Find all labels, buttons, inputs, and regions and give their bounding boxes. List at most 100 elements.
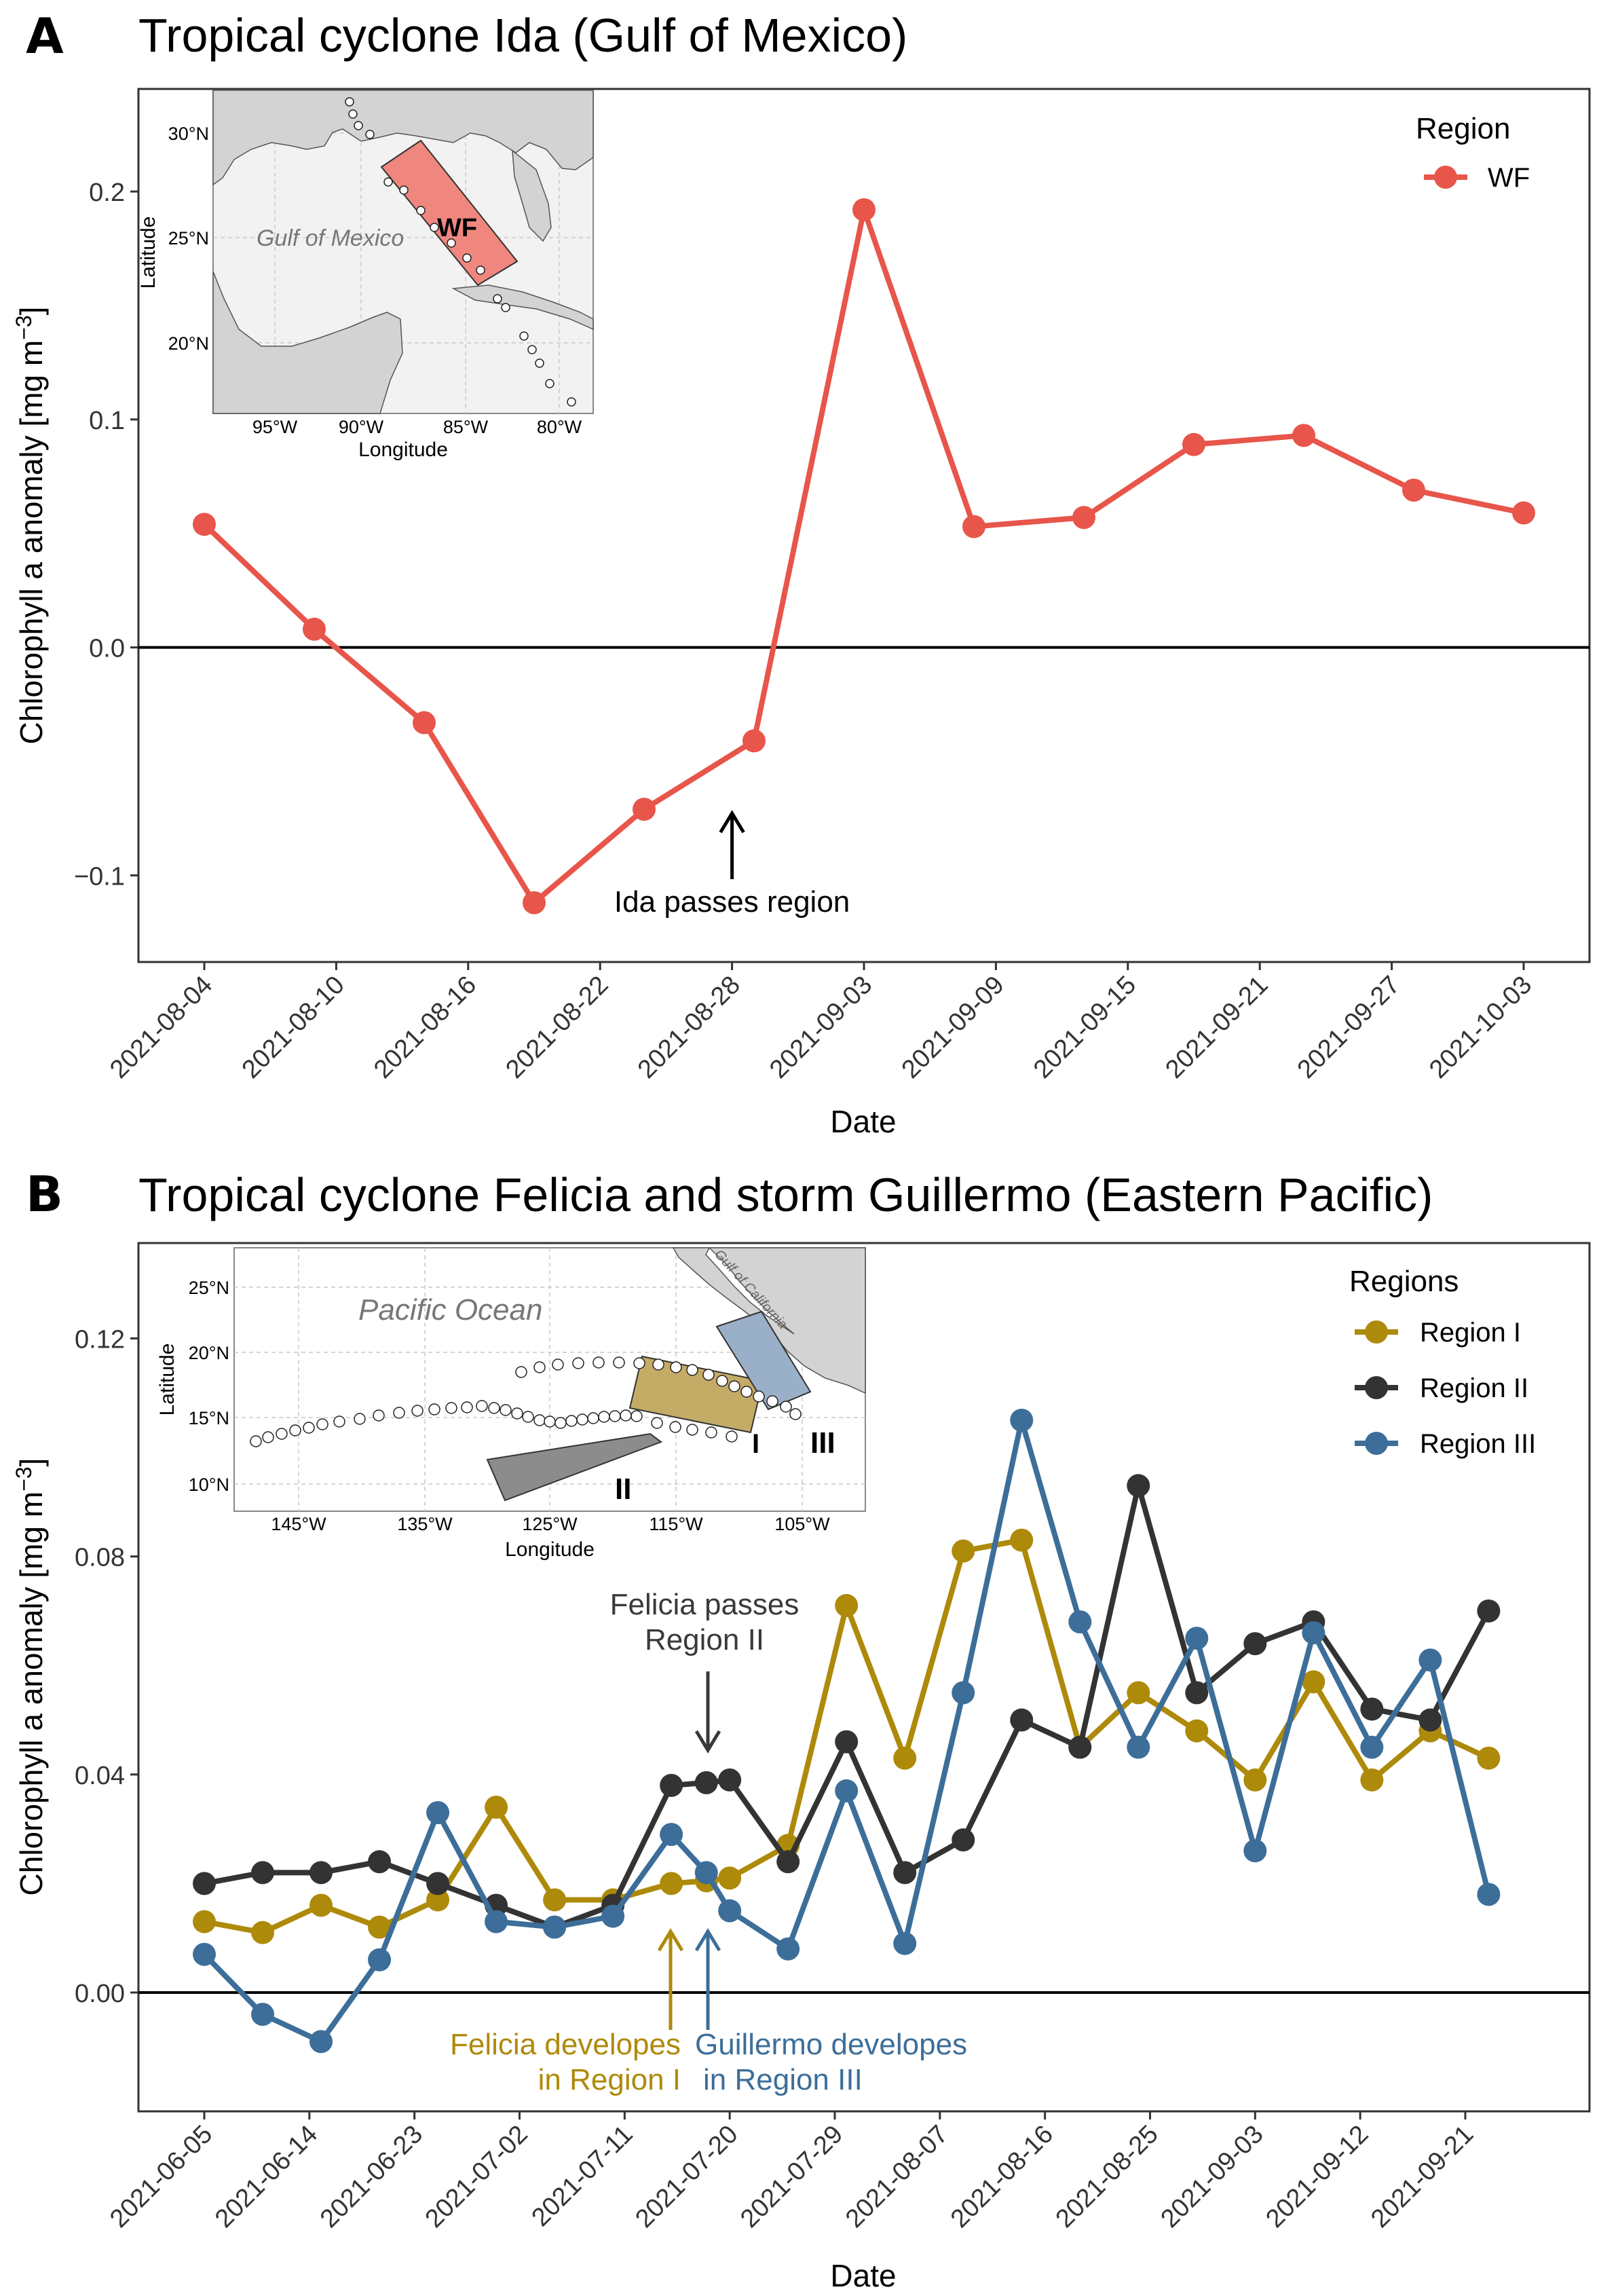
point-region-i bbox=[543, 1888, 567, 1912]
point-region-iii bbox=[893, 1931, 917, 1955]
inset-a-florida bbox=[512, 149, 552, 242]
point-region-i bbox=[660, 1872, 683, 1895]
point-region-i bbox=[1010, 1528, 1034, 1552]
felicia-developes-line2: in Region I bbox=[538, 2063, 681, 2096]
point-region-i bbox=[1360, 1768, 1384, 1792]
point-region-ii bbox=[1243, 1632, 1267, 1656]
point-region-ii bbox=[1418, 1708, 1442, 1732]
inset-b-label-i: I bbox=[752, 1429, 759, 1459]
series-line-region-iii bbox=[202, 1417, 1492, 2045]
point-region-ii bbox=[1185, 1681, 1209, 1705]
felicia-developes-arrow-head bbox=[657, 1928, 684, 1952]
point-region-ii bbox=[1477, 1599, 1501, 1623]
inset-b-ocean-label: Pacific Ocean bbox=[358, 1293, 542, 1327]
legend-b-title: Regions bbox=[1349, 1265, 1459, 1298]
point-region-ii bbox=[1068, 1735, 1092, 1759]
point-region-ii bbox=[1010, 1708, 1034, 1732]
point-region-iii bbox=[426, 1801, 450, 1825]
y-tick-label: 0.2 bbox=[89, 179, 125, 207]
inset-b-lat-15: 15°N bbox=[189, 1408, 229, 1428]
point-region-ii bbox=[368, 1850, 392, 1874]
ida-annotation-text: Ida passes region bbox=[614, 885, 850, 919]
point-region-ii bbox=[251, 1861, 275, 1885]
x-tick-label: 2021-06-14 bbox=[210, 2120, 323, 2234]
point-region-iii bbox=[694, 1861, 718, 1885]
inset-b-lon-125: 125°W bbox=[522, 1514, 578, 1534]
point-region-iii bbox=[952, 1681, 975, 1705]
panel-b-x-title: Date bbox=[830, 2258, 896, 2293]
point-region-iii bbox=[193, 1942, 216, 1966]
x-tick-label: 2021-09-09 bbox=[897, 971, 1010, 1084]
point-region-i bbox=[193, 1910, 216, 1933]
x-tick-label: 2021-08-10 bbox=[237, 971, 350, 1084]
point-region-iii bbox=[660, 1823, 683, 1847]
point-region-i bbox=[426, 1888, 450, 1912]
inset-b-felicia-track bbox=[250, 1400, 643, 1447]
guillermo-developes-line1: Guillermo developes bbox=[695, 2028, 967, 2061]
inset-b-lon-135: 135°W bbox=[397, 1514, 453, 1534]
x-tick-label: 2021-06-05 bbox=[105, 2120, 218, 2234]
inset-a-mexico bbox=[212, 271, 403, 414]
panel-a-x-axis: 2021-08-04 2021-08-10 2021-08-16 2021-08-22… bbox=[105, 962, 1537, 1084]
point-region-ii bbox=[718, 1768, 742, 1792]
point-region-i bbox=[1243, 1768, 1267, 1792]
point-region-ii bbox=[1360, 1697, 1384, 1721]
panel-b-inset-map: Gulf of California bbox=[156, 1246, 866, 1561]
inset-b-region-iii bbox=[715, 1310, 812, 1411]
guillermo-developes-arrow-head bbox=[694, 1928, 721, 1952]
point-wf bbox=[1182, 432, 1205, 456]
legend-b-region3-label: Region III bbox=[1420, 1429, 1536, 1459]
panel-a-series bbox=[193, 198, 1535, 914]
point-region-iii bbox=[718, 1899, 742, 1923]
inset-b-lat-10: 10°N bbox=[189, 1475, 229, 1495]
inset-a-lon-80: 80°W bbox=[537, 417, 582, 437]
point-region-ii bbox=[952, 1828, 975, 1852]
panel-b-legend: Regions Region I Region II Region III bbox=[1349, 1265, 1536, 1459]
x-tick-label: 2021-08-16 bbox=[945, 2120, 1059, 2234]
y-tick-label: 0.04 bbox=[75, 1762, 125, 1790]
point-wf bbox=[1072, 506, 1095, 530]
inset-a-wf-region bbox=[380, 139, 519, 286]
point-region-i bbox=[1477, 1746, 1501, 1770]
inset-b-lat-20: 20°N bbox=[189, 1343, 229, 1363]
inset-b-region-ii bbox=[486, 1432, 663, 1502]
point-region-ii bbox=[776, 1850, 800, 1874]
panel-a-inset-map: Gulf of Mexico WF 30°N 25°N 20°N 95°W 90… bbox=[137, 90, 594, 461]
x-tick-label: 2021-07-02 bbox=[420, 2120, 533, 2234]
inset-a-region-label: WF bbox=[437, 214, 477, 242]
x-tick-label: 2021-08-22 bbox=[500, 971, 614, 1084]
point-region-iii bbox=[1302, 1621, 1325, 1645]
legend-a-wf-label: WF bbox=[1488, 163, 1530, 193]
point-region-i bbox=[309, 1893, 333, 1917]
x-tick-label: 2021-08-28 bbox=[633, 971, 746, 1084]
panel-a-title: Tropical cyclone Ida (Gulf of Mexico) bbox=[138, 9, 907, 62]
inset-a-lon-95: 95°W bbox=[252, 417, 298, 437]
felicia-passes-arrow-head bbox=[694, 1730, 721, 1754]
point-region-i bbox=[952, 1539, 975, 1563]
panel-a-y-title: Chlorophyll a anomaly [mg m−3] bbox=[12, 307, 49, 745]
y-tick-label: 0.1 bbox=[89, 407, 125, 435]
y-tick-label: 0.08 bbox=[75, 1544, 125, 1572]
x-tick-label: 2021-07-11 bbox=[527, 2120, 639, 2232]
point-region-iii bbox=[368, 1948, 392, 1971]
point-region-iii bbox=[485, 1910, 508, 1933]
x-tick-label: 2021-08-25 bbox=[1051, 2120, 1164, 2234]
point-wf bbox=[413, 711, 436, 735]
legend-b-region3-marker bbox=[1365, 1432, 1388, 1455]
y-tick-label: 0.12 bbox=[75, 1326, 125, 1354]
y-tick-label: 0.00 bbox=[75, 1980, 125, 2008]
inset-b-lat-25: 25°N bbox=[189, 1278, 229, 1298]
ida-arrow-head bbox=[719, 810, 745, 834]
point-region-i bbox=[835, 1593, 859, 1617]
point-region-ii bbox=[309, 1861, 333, 1885]
inset-a-xlabel: Longitude bbox=[358, 439, 448, 461]
point-wf bbox=[303, 617, 326, 641]
inset-b-gulf-water bbox=[705, 1246, 795, 1335]
legend-b-region1-marker bbox=[1365, 1320, 1388, 1344]
point-region-iii bbox=[309, 2030, 333, 2054]
inset-a-lat-25: 25°N bbox=[168, 228, 209, 248]
inset-b-guillermo-track bbox=[515, 1356, 802, 1443]
point-region-i bbox=[368, 1915, 392, 1939]
panel-b-title: Tropical cyclone Felicia and storm Guill… bbox=[138, 1168, 1433, 1221]
x-tick-label: 2021-08-04 bbox=[105, 971, 218, 1084]
